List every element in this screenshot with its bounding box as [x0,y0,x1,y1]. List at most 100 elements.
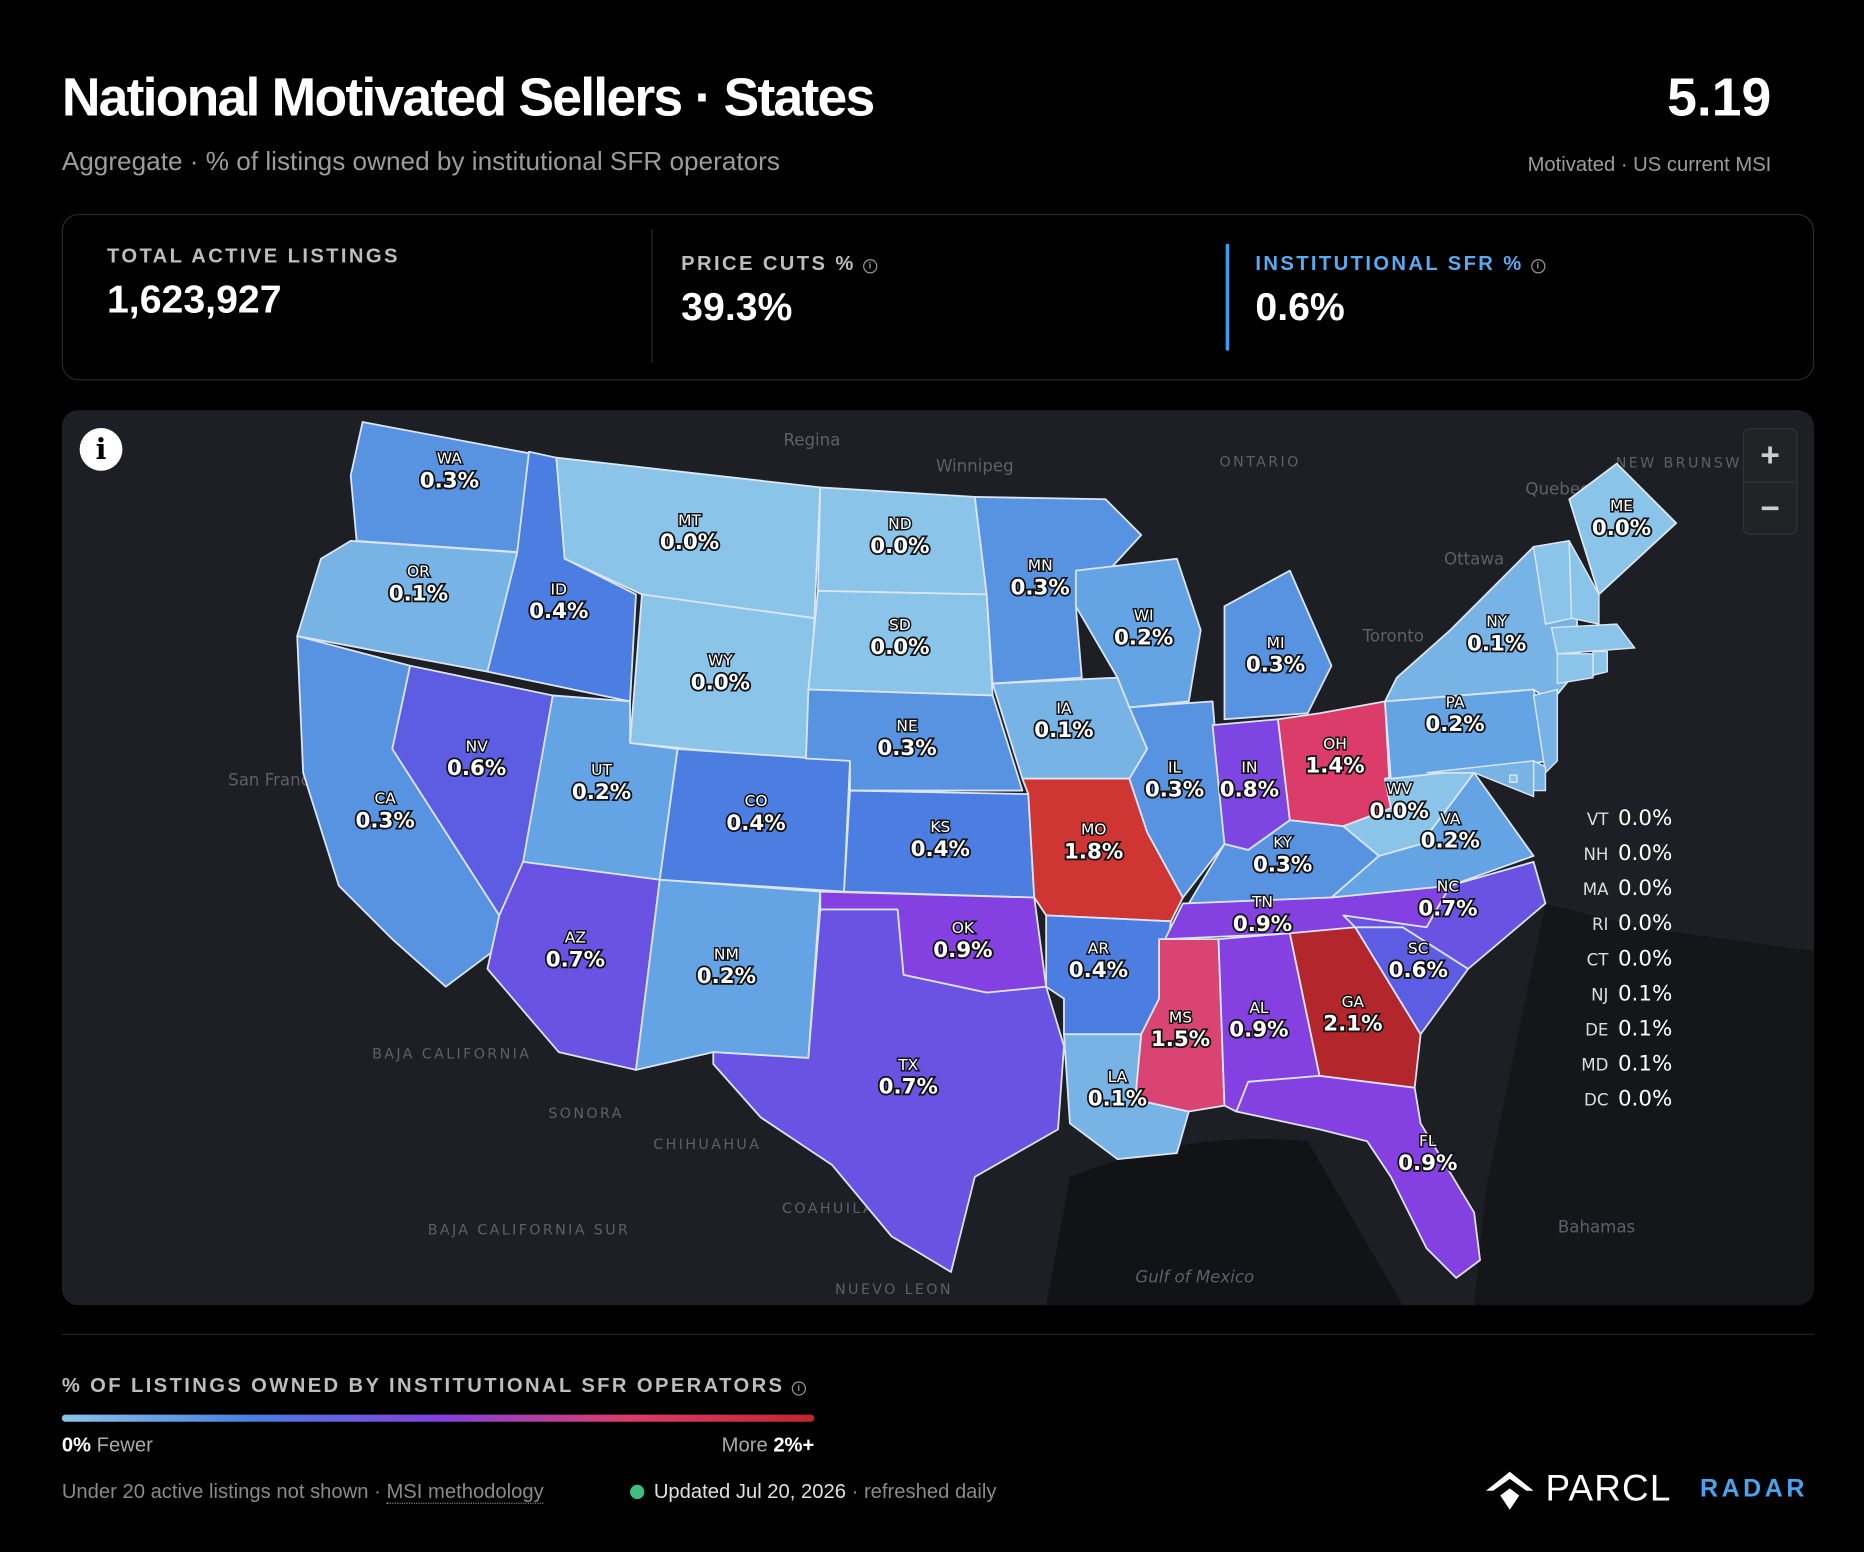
place-label: COAHUILA [782,1201,875,1217]
state-code: WA [437,450,462,468]
state-value: 0.9% [1398,1151,1457,1176]
small-state-value: 0.0% [1618,1087,1672,1112]
state-code: VA [1440,810,1461,828]
state-code: MT [678,511,701,529]
state-code: KY [1273,834,1293,852]
state-value: 0.3% [420,468,479,493]
state-value: 0.2% [572,780,631,805]
state-code: SC [1408,939,1429,957]
state-code: CA [374,790,396,808]
small-state-code: DC [1584,1091,1608,1110]
state-code: NM [714,945,739,963]
state-value: 0.0% [1370,799,1429,824]
state-code: CO [745,792,768,810]
legend-gradient [62,1415,815,1422]
state-code: MN [1028,557,1053,575]
brand: PARCL [1545,1467,1671,1510]
status-dot [630,1485,644,1499]
state-value: 0.9% [933,938,992,963]
state-code: MS [1169,1008,1192,1026]
state-value: 0.9% [1233,912,1292,937]
state-value: 0.4% [911,837,970,862]
state-value: 0.1% [1467,631,1526,656]
state-value: 0.0% [691,671,750,696]
state-code: IL [1168,759,1182,777]
small-state-code: CT [1587,950,1610,969]
state-code: OH [1323,735,1347,753]
state [1557,654,1593,684]
subtitle: Aggregate · % of listings owned by insti… [62,146,780,177]
state-value: 0.3% [1011,575,1070,600]
state-value: 0.1% [1034,718,1093,743]
state-code: MI [1267,634,1285,652]
small-state-code: MD [1581,1056,1608,1075]
state-code: GA [1342,993,1365,1011]
state-value: 0.0% [660,530,719,555]
state [1593,651,1607,675]
state-value: 0.3% [1145,777,1204,802]
state-value: 0.6% [1389,958,1448,983]
zoom-in[interactable]: + [1744,429,1796,482]
small-state-value: 0.0% [1618,806,1672,831]
state-value: 0.7% [879,1075,938,1100]
state-code: OK [952,919,975,937]
stat-value: 39.3% [681,284,792,329]
legend-min-label: 0% [62,1434,91,1457]
state-value: 0.7% [546,947,605,972]
small-state-value: 0.0% [1618,841,1672,866]
state-code: NC [1437,878,1459,896]
note: Under 20 active listings not shown · [62,1480,381,1503]
stat-label-text: PRICE CUTS % [681,252,856,275]
state-value: 0.3% [1253,852,1312,877]
methodology-link[interactable]: MSI methodology [386,1480,543,1504]
stat-value: 1,623,927 [107,277,282,322]
info-button[interactable]: i [80,428,123,471]
product: RADAR [1700,1475,1808,1504]
state-code: WI [1134,607,1154,625]
state-code: AL [1249,999,1269,1017]
info-icon: i [1531,259,1545,273]
stat-label-text: TOTAL ACTIVE LISTINGS [107,245,400,268]
state-value: 2.1% [1323,1012,1382,1037]
state-code: MO [1081,821,1106,839]
small-state-code: VT [1587,810,1609,829]
place-label: Ottawa [1444,549,1504,568]
state-value: 0.4% [726,811,785,836]
headline-value: 5.19 [1667,67,1771,129]
state-value: 0.0% [1592,516,1651,541]
active-indicator [1226,244,1230,351]
place-label: Bahamas [1558,1218,1635,1237]
stats-panel [62,214,1814,380]
small-state-value: 0.0% [1618,876,1672,901]
state-value: 0.8% [1220,777,1279,802]
small-state-value: 0.0% [1618,911,1672,936]
state-value: 0.3% [1246,653,1305,678]
state-code: NY [1486,612,1508,630]
state-value: 0.1% [1088,1087,1147,1112]
legend-max-label: 2%+ [773,1434,814,1457]
place-label: NUEVO LEON [835,1282,953,1298]
small-state-code: DE [1585,1020,1608,1039]
updated: Updated Jul 20, 2026 [654,1480,846,1503]
state-code: KS [930,818,950,836]
state [1510,775,1517,782]
state-value: 0.3% [877,736,936,761]
legend-title: % OF LISTINGS OWNED BY INSTITUTIONAL SFR… [62,1374,806,1398]
state-value: 0.2% [1114,625,1173,650]
state-code: UT [591,761,612,779]
state-value: 0.0% [870,635,929,660]
state-value: 0.3% [356,808,415,833]
state-code: IN [1241,759,1257,777]
stat-value: 0.6% [1255,284,1344,329]
map-frame: Regina Winnipeg ONTARIO NEW BRUNSWICK Quebec… [62,410,1814,1305]
zoom-out[interactable]: − [1744,483,1796,534]
title: National Motivated Sellers · States [62,67,874,129]
place-label: CHIHUAHUA [653,1137,761,1153]
logo-icon [1484,1469,1536,1512]
stat-label: INSTITUTIONAL SFR % i [1255,252,1545,276]
divider [651,229,652,362]
small-state-value: 0.0% [1618,946,1672,971]
small-state-code: NJ [1591,985,1608,1004]
state-code: SD [889,616,911,634]
small-state-code: RI [1592,915,1608,934]
